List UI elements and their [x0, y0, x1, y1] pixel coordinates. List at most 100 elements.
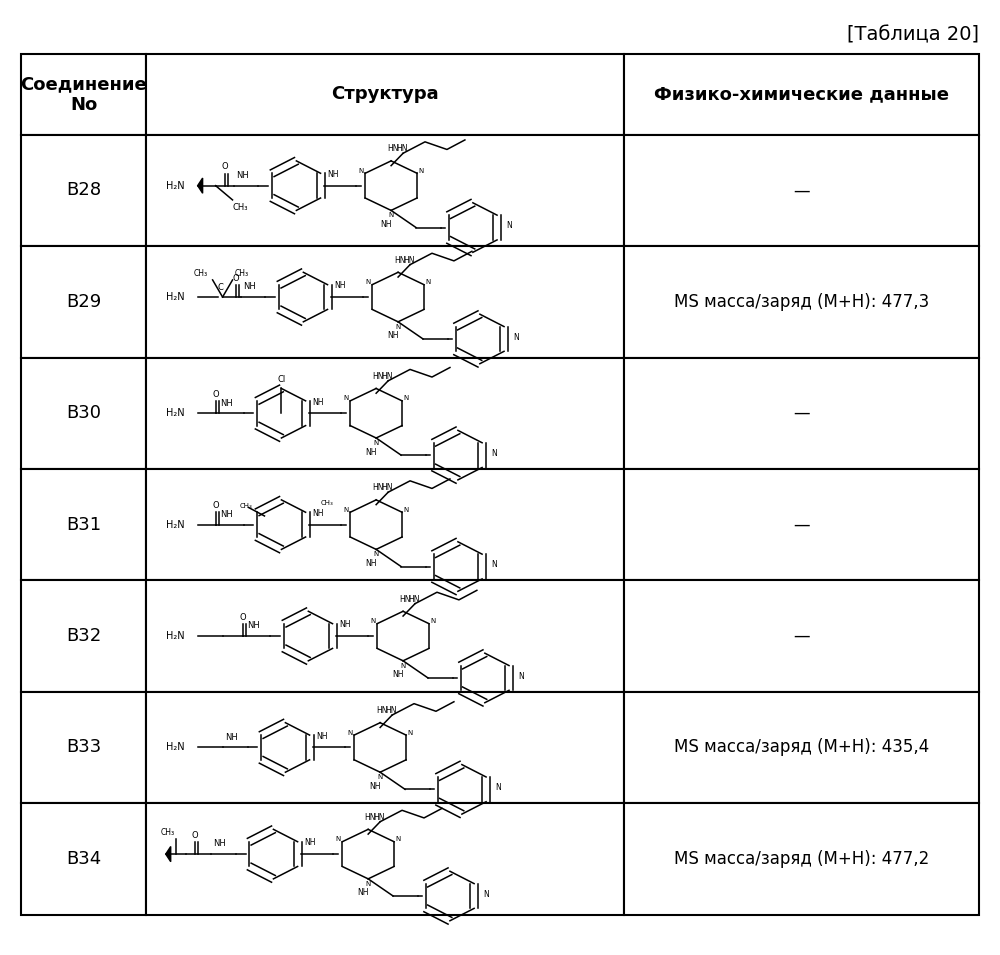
Text: CH₃: CH₃ [240, 503, 252, 509]
Text: B29: B29 [66, 293, 101, 310]
Text: N: N [404, 507, 409, 513]
Text: NH: NH [380, 220, 392, 229]
Text: HN: HN [403, 256, 415, 265]
Text: N: N [335, 837, 341, 842]
Bar [21, 357, 146, 469]
Text: NH: NH [248, 622, 260, 630]
Text: C: C [218, 284, 223, 292]
Bar [21, 803, 146, 915]
Text: H₂N: H₂N [166, 631, 184, 641]
Text: N: N [374, 439, 379, 446]
Text: HN: HN [381, 483, 393, 492]
Text: N: N [404, 395, 409, 401]
Text: NH: NH [312, 509, 324, 518]
Bar [21, 135, 146, 246]
Text: N: N [358, 168, 364, 174]
Text: NH: NH [387, 331, 399, 340]
Text: Соединение
No: Соединение No [20, 74, 147, 114]
Text: HN: HN [396, 144, 408, 153]
Text: N: N [408, 730, 413, 735]
Text: MS масса/заряд (М+Н): 477,2: MS масса/заряд (М+Н): 477,2 [674, 850, 929, 868]
Text: H₂N: H₂N [166, 742, 184, 753]
Text: HN: HN [399, 595, 411, 604]
Text: N: N [491, 449, 497, 457]
Bar [624, 357, 979, 469]
Text: B34: B34 [66, 850, 101, 868]
Text: O: O [221, 162, 228, 171]
Bar [21, 53, 146, 135]
Text: NH: NH [226, 732, 238, 742]
Text: B32: B32 [66, 627, 101, 645]
Text: CH₃: CH₃ [235, 269, 249, 278]
Text: N: N [370, 618, 375, 625]
Text: NH: NH [214, 839, 226, 848]
Bar [624, 53, 979, 135]
Text: O: O [239, 613, 246, 622]
Bar [21, 246, 146, 357]
Text: NH: NH [334, 282, 346, 290]
Text: B30: B30 [66, 404, 101, 422]
Bar [624, 135, 979, 246]
Bar [624, 691, 979, 803]
Text: NH: NH [221, 510, 233, 519]
Text: N: N [365, 279, 370, 286]
Text: N: N [347, 730, 353, 735]
Text: MS масса/заряд (М+Н): 477,3: MS масса/заряд (М+Н): 477,3 [674, 293, 929, 310]
Bar [21, 469, 146, 581]
Bar [624, 246, 979, 357]
Text: O: O [232, 274, 239, 283]
Bar [146, 691, 624, 803]
Text: NH: NH [369, 782, 381, 791]
Text: NH: NH [316, 732, 328, 741]
Text: —: — [793, 404, 810, 422]
Text: N: N [495, 783, 501, 792]
Text: Структура: Структура [331, 85, 439, 103]
Polygon shape [198, 178, 203, 193]
Text: N: N [431, 618, 436, 625]
Bar [624, 581, 979, 691]
Text: —: — [793, 627, 810, 645]
Bar [146, 135, 624, 246]
Text: CH₃: CH₃ [321, 499, 333, 506]
Text: HN: HN [372, 371, 384, 381]
Text: B31: B31 [66, 516, 101, 534]
Text: Cl: Cl [277, 374, 286, 384]
Text: CH₃: CH₃ [161, 828, 175, 837]
Text: HN: HN [408, 595, 420, 604]
Text: N: N [483, 890, 489, 899]
Text: HN: HN [387, 144, 399, 153]
Text: O: O [212, 501, 219, 510]
Text: Физико-химические данные: Физико-химические данные [654, 85, 949, 103]
Text: N: N [395, 324, 401, 329]
Text: CH₃: CH₃ [233, 202, 248, 212]
Text: NH: NH [365, 559, 377, 568]
Text: N: N [400, 663, 406, 668]
Text: N: N [426, 279, 431, 286]
Text: CH₃: CH₃ [193, 269, 208, 278]
Text: H₂N: H₂N [166, 520, 184, 530]
Text: N: N [419, 168, 424, 174]
Text: N: N [374, 551, 379, 557]
Text: N: N [343, 395, 349, 401]
Text: [Таблица 20]: [Таблица 20] [847, 25, 979, 44]
Text: HN: HN [364, 813, 376, 821]
Bar [146, 803, 624, 915]
Bar [21, 691, 146, 803]
Text: N: N [506, 222, 512, 230]
Text: N: N [388, 212, 394, 218]
Bar [624, 803, 979, 915]
Bar [146, 357, 624, 469]
Text: O: O [212, 390, 219, 399]
Text: NH: NH [327, 170, 339, 179]
Bar [146, 53, 624, 135]
Text: N: N [491, 561, 497, 569]
Text: N: N [513, 332, 519, 342]
Text: HN: HN [394, 256, 406, 265]
Text: B28: B28 [66, 181, 101, 200]
Bar [146, 246, 624, 357]
Text: NH: NH [304, 838, 316, 847]
Text: NH: NH [357, 888, 369, 898]
Bar [146, 581, 624, 691]
Text: HN: HN [381, 371, 393, 381]
Text: H₂N: H₂N [166, 292, 184, 302]
